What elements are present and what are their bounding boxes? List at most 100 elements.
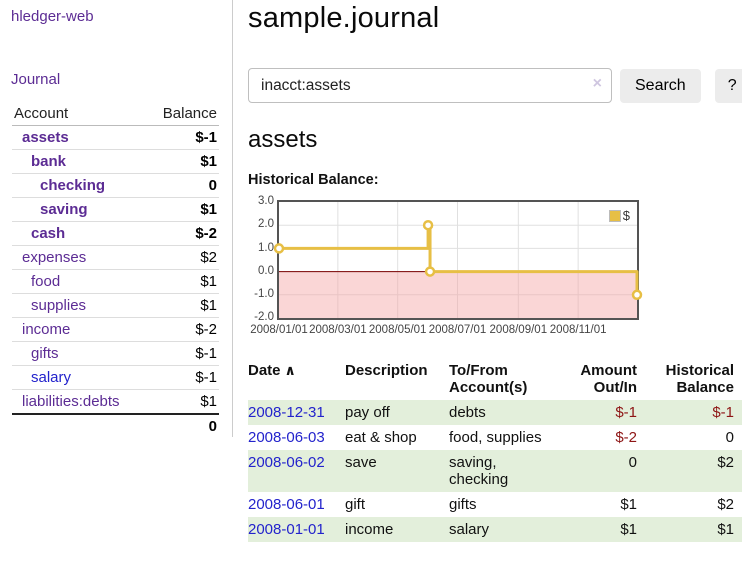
account-cell: checking (12, 173, 148, 198)
register-date-cell: 2008-06-02 (248, 450, 345, 492)
y-tick-label: 2.0 (258, 218, 274, 231)
register-table: Date ∧ Description To/From Account(s) Amount… (248, 358, 742, 543)
account-cell: salary (12, 365, 148, 390)
register-header-to-from-account-s-[interactable]: To/From Account(s) (449, 362, 528, 397)
register-date-cell: 2008-06-03 (248, 425, 345, 450)
transaction-date-link[interactable]: 2008-01-01 (248, 521, 325, 539)
register-header-historical-balance[interactable]: Historical Balance (665, 362, 734, 397)
account-row: assets $-1 (12, 126, 219, 150)
register-description-cell: income (345, 521, 394, 539)
account-balance: $-1 (195, 129, 217, 146)
help-button[interactable]: ? (714, 68, 742, 103)
transaction-date-link[interactable]: 2008-06-03 (248, 429, 325, 447)
account-row: saving $1 (12, 197, 219, 222)
account-balance: $-1 (147, 365, 219, 390)
x-tick-label: 2008/09/01 (489, 324, 548, 337)
x-tick-label: 2008/07/01 (428, 324, 487, 337)
register-amount-cell: $-2 (615, 429, 637, 447)
legend-label: $ (622, 208, 630, 224)
account-link[interactable]: salary (31, 369, 72, 386)
account-link[interactable]: food (31, 273, 61, 290)
account-row: salary $-1 (12, 365, 219, 390)
register-row: 2008-06-01 gift gifts $1 $2 (248, 492, 742, 517)
account-balance: $1 (147, 293, 219, 318)
y-tick-label: -1.0 (254, 287, 274, 300)
account-cell: liabilities:debts (12, 389, 148, 414)
register-date-cell: 2008-06-01 (248, 492, 345, 517)
register-row: 2008-01-01 income salary $1 $1 (248, 517, 742, 543)
account-link[interactable]: supplies (31, 297, 87, 314)
transaction-date-link[interactable]: 2008-06-01 (248, 496, 325, 514)
chart-canvas (273, 202, 643, 319)
accounts-table: Account Balance assets $-1 bank $1 checking 0… (12, 102, 219, 438)
account-link[interactable]: income (22, 321, 71, 338)
account-link[interactable]: expenses (22, 249, 87, 266)
search-button[interactable]: Search (620, 68, 701, 103)
account-heading: assets (248, 126, 318, 154)
account-row: supplies $1 (12, 293, 219, 318)
register-amount-cell: $1 (620, 521, 637, 539)
transaction-date-link[interactable]: 2008-12-31 (248, 404, 325, 422)
x-tick-label: 2008/03/01 (309, 324, 367, 337)
register-description-cell: save (345, 454, 377, 472)
account-link[interactable]: assets (22, 129, 69, 146)
account-balance: $2 (147, 245, 219, 270)
register-amount-cell: 0 (628, 454, 637, 472)
register-balance-cell: $2 (717, 454, 734, 472)
main-content: sample.journal × Search ? assets Histori… (248, 0, 742, 543)
account-row: food $1 (12, 269, 219, 294)
account-balance: $1 (147, 149, 219, 174)
register-date-cell: 2008-01-01 (248, 517, 345, 542)
account-balance: $1 (147, 269, 219, 294)
account-link[interactable]: liabilities:debts (22, 393, 120, 410)
register-header-amount-out-in[interactable]: Amount Out/In (580, 362, 637, 397)
historical-balance-chart: 3.0 2.0 1.0 0.0 -1.0 -2.0 $ 2008/01/01 2008/03… (248, 196, 742, 342)
account-link[interactable]: saving (40, 201, 88, 218)
register-accounts-cell: saving, checking (449, 454, 509, 489)
account-link[interactable]: bank (31, 153, 67, 170)
account-balance: $-2 (147, 317, 219, 342)
account-cell: gifts (12, 341, 148, 366)
sidebar: hledger-web Journal Account Balance asse… (0, 0, 233, 438)
account-row: cash $-2 (12, 221, 219, 246)
account-link[interactable]: gifts (31, 345, 59, 362)
account-row: income $-2 (12, 317, 219, 342)
register-row: 2008-06-02 save saving, checking 0 $2 (248, 450, 742, 493)
account-balance: $1 (147, 197, 219, 222)
account-link[interactable]: checking (40, 177, 106, 194)
page-title: sample.journal (248, 2, 440, 34)
app-title-link[interactable]: hledger-web (11, 8, 94, 25)
account-cell: income (12, 317, 148, 342)
account-cell: food (12, 269, 148, 294)
register-header-date[interactable]: Date ∧ (248, 362, 296, 380)
register-accounts-cell: food, supplies (449, 429, 542, 447)
account-cell: bank (12, 149, 148, 174)
register-accounts-cell: debts (449, 404, 486, 422)
transaction-date-link[interactable]: 2008-06-02 (248, 454, 325, 472)
chart-x-axis: 2008/01/01 2008/03/01 2008/05/01 2008/07/01… (248, 324, 742, 340)
account-balance: $1 (147, 389, 219, 414)
journal-link[interactable]: Journal (11, 71, 61, 88)
register-balance-cell: $2 (717, 496, 734, 514)
register-balance-cell: $-1 (712, 404, 734, 422)
register-row: 2008-12-31 pay off debts $-1 $-1 (248, 400, 742, 426)
account-cell: supplies (12, 293, 148, 318)
account-link[interactable]: cash (31, 225, 66, 242)
account-row: liabilities:debts $1 (12, 389, 219, 414)
account-balance: $-1 (147, 341, 219, 366)
y-tick-label: 3.0 (258, 195, 274, 208)
legend-swatch-icon (608, 209, 621, 222)
x-tick-label: 2008/05/01 (368, 324, 427, 337)
y-tick-label: 0.0 (258, 264, 274, 277)
search-input[interactable] (248, 68, 612, 104)
account-row: gifts $-1 (12, 341, 219, 366)
register-header-description[interactable]: Description (345, 362, 428, 380)
chart-y-axis: 3.0 2.0 1.0 0.0 -1.0 -2.0 (248, 196, 274, 323)
account-row: expenses $2 (12, 245, 219, 270)
register-amount-cell: $-1 (615, 404, 637, 422)
register-balance-cell: $1 (717, 521, 734, 539)
x-tick-label: 2008/01/01 (250, 324, 308, 337)
account-cell: cash (12, 221, 148, 246)
clear-search-icon[interactable]: × (592, 75, 602, 93)
